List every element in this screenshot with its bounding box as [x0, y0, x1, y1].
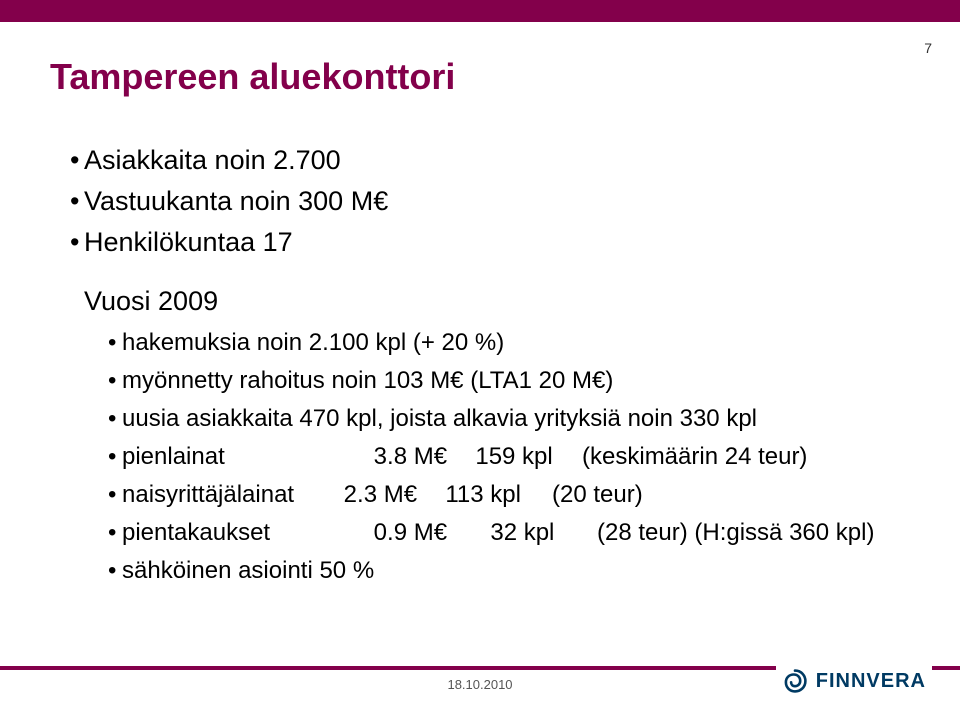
logo-swirl-icon — [782, 668, 808, 694]
bullet-dot-icon: • — [108, 405, 122, 433]
row-content: pientakaukset 0.9 M€ 32 kpl (28 teur) (H… — [122, 519, 874, 547]
top-accent-bar — [0, 0, 960, 22]
logo-text: FINNVERA — [816, 670, 926, 693]
row-note: (28 teur) (H:gissä 360 kpl) — [597, 519, 874, 546]
slide: 7 Tampereen aluekonttori • Asiakkaita no… — [0, 0, 960, 716]
row-label: naisyrittäjälainat — [122, 481, 337, 509]
bullet-dot-icon: • — [108, 519, 122, 547]
footer-date: 18.10.2010 — [447, 677, 512, 692]
row-label: pienlainat — [122, 443, 367, 471]
row-amount: 2.3 M€ — [344, 481, 439, 509]
bullet-dot-icon: • — [108, 367, 122, 395]
bullet-l2: • hakemuksia noin 2.100 kpl (+ 20 %) — [108, 329, 890, 357]
bullet-l2: • sähköinen asiointi 50 % — [108, 557, 890, 585]
year-section-label: Vuosi 2009 — [84, 286, 890, 317]
bullet-text: Asiakkaita noin 2.700 — [84, 145, 341, 176]
bullet-text: hakemuksia noin 2.100 kpl (+ 20 %) — [122, 329, 504, 357]
bullet-l2: • uusia asiakkaita 470 kpl, joista alkav… — [108, 405, 890, 433]
bullet-dot-icon: • — [108, 557, 122, 585]
bullet-l2-row: • naisyrittäjälainat 2.3 M€ 113 kpl (20 … — [108, 481, 890, 509]
row-count: 159 kpl — [475, 443, 575, 471]
bullet-l1: • Vastuukanta noin 300 M€ — [70, 186, 890, 217]
row-count: 32 kpl — [490, 519, 590, 547]
row-count: 113 kpl — [445, 481, 545, 509]
row-note: (20 teur) — [552, 481, 643, 508]
row-label: pientakaukset — [122, 519, 367, 547]
bullet-text: Henkilökuntaa 17 — [84, 227, 293, 258]
bullet-dot-icon: • — [108, 329, 122, 357]
bullet-l1: • Asiakkaita noin 2.700 — [70, 145, 890, 176]
bullet-text: myönnetty rahoitus noin 103 M€ (LTA1 20 … — [122, 367, 613, 395]
finnvera-logo: FINNVERA — [776, 664, 932, 698]
row-content: pienlainat 3.8 M€ 159 kpl (keskimäärin 2… — [122, 443, 807, 471]
page-title: Tampereen aluekonttori — [50, 56, 455, 98]
bullet-dot-icon: • — [70, 186, 84, 217]
bullet-dot-icon: • — [108, 443, 122, 471]
row-note: (keskimäärin 24 teur) — [582, 443, 807, 470]
bullet-l2-row: • pienlainat 3.8 M€ 159 kpl (keskimäärin… — [108, 443, 890, 471]
bullet-dot-icon: • — [108, 481, 122, 509]
bullet-dot-icon: • — [70, 145, 84, 176]
footer: 18.10.2010 FINNVERA — [0, 660, 960, 716]
row-amount: 3.8 M€ — [374, 443, 469, 471]
bullet-text: uusia asiakkaita 470 kpl, joista alkavia… — [122, 405, 757, 433]
row-content: naisyrittäjälainat 2.3 M€ 113 kpl (20 te… — [122, 481, 643, 509]
bullet-text: sähköinen asiointi 50 % — [122, 557, 374, 585]
bullet-text: Vastuukanta noin 300 M€ — [84, 186, 388, 217]
row-amount: 0.9 M€ — [374, 519, 484, 547]
bullet-l1: • Henkilökuntaa 17 — [70, 227, 890, 258]
bullet-l2-row: • pientakaukset 0.9 M€ 32 kpl (28 teur) … — [108, 519, 890, 547]
page-number: 7 — [924, 40, 932, 56]
bullet-l2: • myönnetty rahoitus noin 103 M€ (LTA1 2… — [108, 367, 890, 395]
body-content: • Asiakkaita noin 2.700 • Vastuukanta no… — [70, 145, 890, 595]
bullet-dot-icon: • — [70, 227, 84, 258]
